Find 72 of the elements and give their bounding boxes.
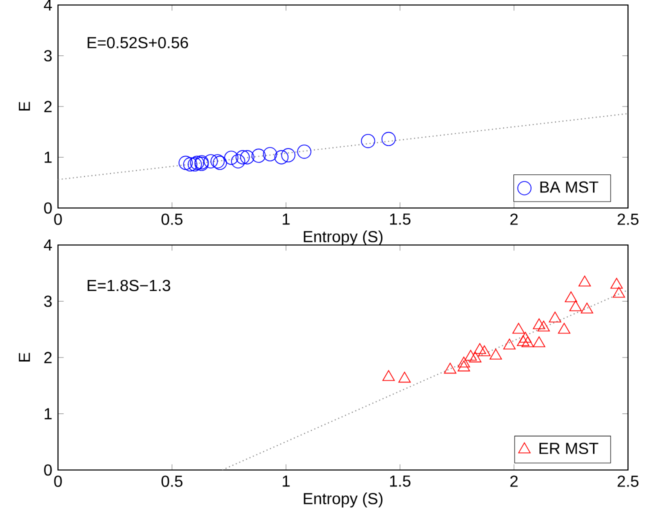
point [281,148,296,162]
annotation: E=1.8S−1.3 [88,280,170,292]
x-tick-label: 1 [282,476,290,487]
x-tick-label: 0 [54,214,62,225]
y-axis-title: E [18,352,30,362]
point [578,276,591,286]
legend-label: ER MST [540,442,598,454]
point [569,300,582,312]
y-tick-label: 2 [44,100,52,112]
x-tick-label: 0.5 [162,476,182,487]
point [178,156,193,170]
point [382,370,395,381]
x-axis-title: Entropy (S) [304,230,382,246]
y-tick-label: 4 [44,240,52,250]
point [564,291,578,302]
x-tick-label: 2 [510,476,518,487]
point [532,318,546,330]
point [458,356,470,368]
point [478,345,491,356]
point [532,336,546,348]
point [464,350,477,361]
point [240,150,254,164]
x-tick-label: 1.5 [390,476,410,487]
x-tick-label: 1.5 [390,214,410,225]
x-tick-label: 0.5 [162,214,182,225]
point [516,335,530,346]
point [190,156,204,170]
point [490,348,502,360]
point [398,372,411,383]
point [361,134,376,148]
point [188,157,202,172]
y-tick-label: 0 [44,202,52,214]
y-tick-label: 3 [44,296,52,307]
point [537,320,550,332]
point [458,360,470,372]
point [262,147,278,162]
y-tick-label: 1 [44,408,52,420]
point [519,332,532,343]
point [297,144,312,159]
point [474,343,486,354]
x-axis-title: Entropy (S) [304,492,382,508]
y-tick-label: 2 [44,352,52,364]
point [382,132,396,146]
point [512,322,525,334]
point [444,362,456,374]
x-tick-label: 2.5 [618,476,638,487]
point [224,150,238,165]
point [236,150,250,164]
point [231,154,246,168]
point [610,278,623,289]
point [274,150,289,164]
annotation: E=0.52S+0.56 [88,36,188,48]
y-tick-label: 3 [44,50,52,62]
point [503,338,516,350]
y-tick-label: 0 [44,464,52,476]
x-tick-label: 0 [54,476,62,487]
y-tick-label: 1 [44,152,52,163]
x-tick-label: 1 [282,214,290,225]
point [548,312,562,322]
point [252,148,266,163]
y-axis-title: E [18,102,30,111]
x-tick-label: 2.5 [618,214,638,225]
point [469,352,482,362]
point [558,322,570,334]
x-tick-label: 2 [510,214,518,225]
point [612,286,626,298]
y-tick-label: 4 [44,0,52,11]
point [522,336,534,348]
point [580,302,594,314]
legend-label: BA MST [540,181,598,193]
point [204,154,218,168]
point [183,157,198,172]
